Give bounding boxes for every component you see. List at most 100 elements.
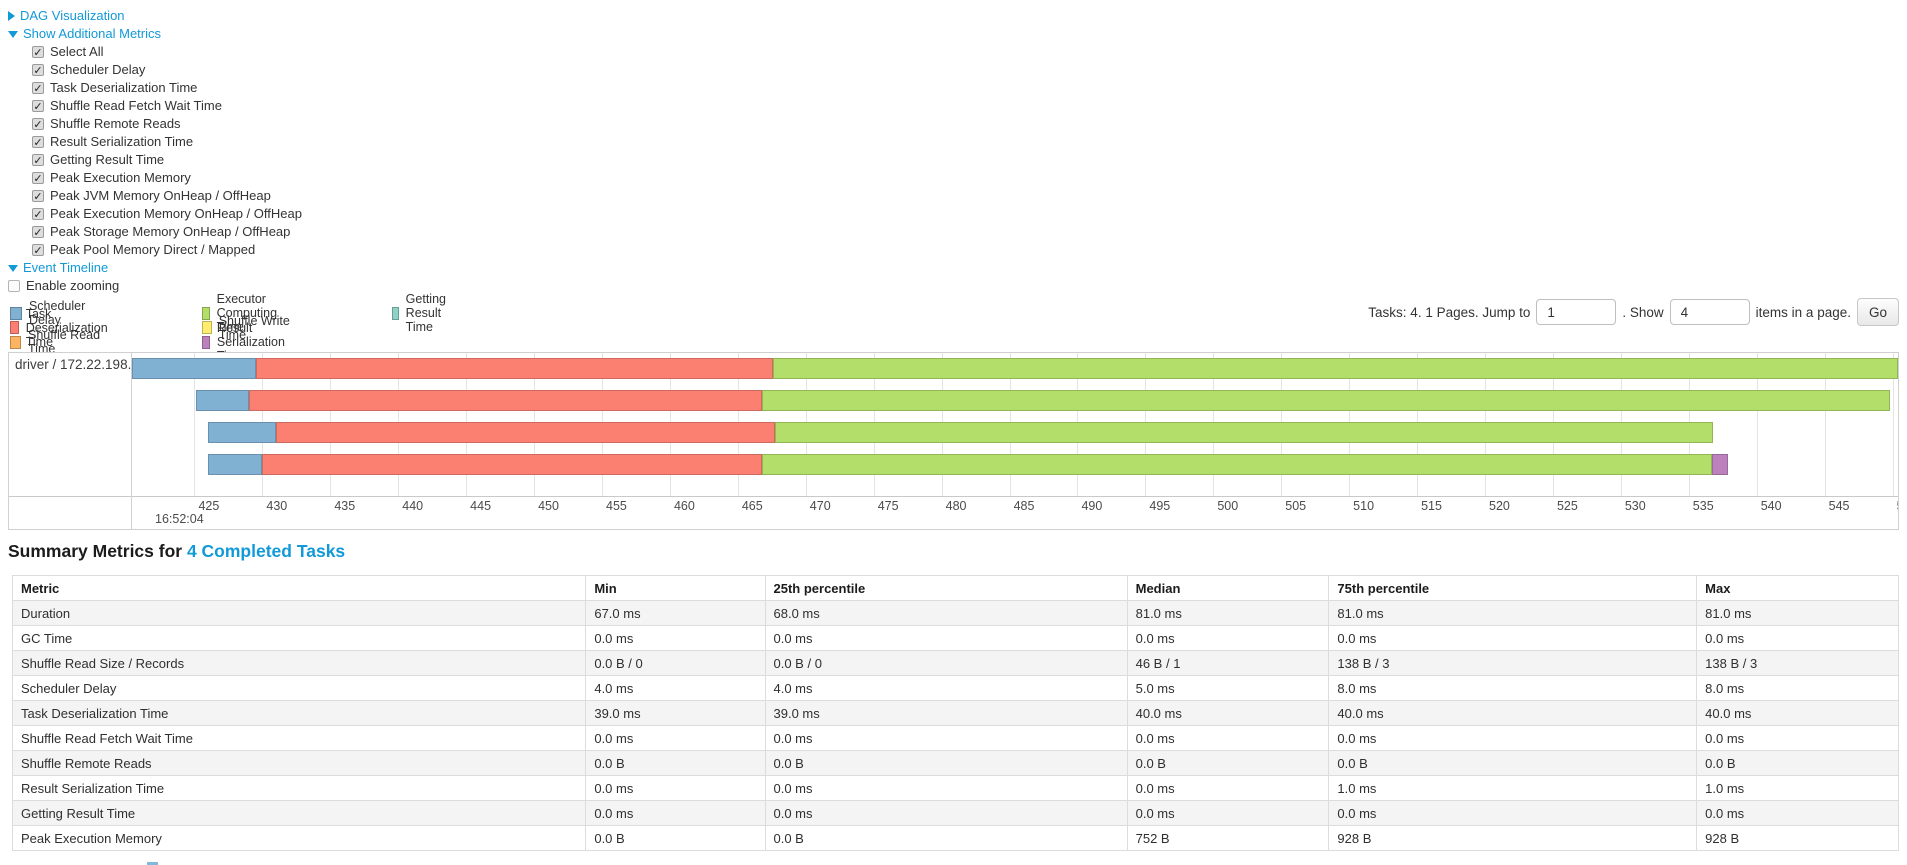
legend-column: Scheduler Delay Task Deserialization Time… <box>10 299 112 356</box>
task-bar-deserialization-segment[interactable] <box>255 358 774 379</box>
metric-checkbox-checked[interactable]: ✓ <box>32 118 44 131</box>
metric-value-cell: 68.0 ms <box>764 600 1128 626</box>
axis-tick-label: 500 <box>1217 499 1239 513</box>
enable-zooming-checkbox[interactable] <box>8 280 20 292</box>
event-timeline-toggle[interactable]: Event Timeline <box>8 259 302 277</box>
metric-checkbox-row: ✓ Result Serialization Time <box>32 133 302 151</box>
axis-tick-label: 435 <box>334 499 356 513</box>
summary-metrics-title: Summary Metrics for 4 Completed Tasks <box>8 541 345 562</box>
metric-value-cell: 0.0 ms <box>585 775 766 801</box>
metric-checkbox-checked[interactable]: ✓ <box>32 154 44 167</box>
axis-gridline <box>1756 353 1758 496</box>
axis-tick-label: 425 <box>198 499 220 513</box>
metric-checkbox-checked[interactable]: ✓ <box>32 64 44 77</box>
metric-checkbox-row: ✓ Select All <box>32 43 302 61</box>
metric-checkbox-label: Scheduler Delay <box>50 62 146 77</box>
metric-name-cell: Task Deserialization Time <box>11 700 587 726</box>
metric-value-cell: 0.0 ms <box>1696 800 1899 826</box>
metric-value-cell: 0.0 ms <box>1696 625 1899 651</box>
time-axis-line <box>9 496 1898 497</box>
go-button[interactable]: Go <box>1856 298 1899 326</box>
axis-tick-label: 530 <box>1624 499 1646 513</box>
metric-value-cell: 39.0 ms <box>585 700 766 726</box>
axis-tick-label: 495 <box>1149 499 1171 513</box>
table-row: Peak Execution Memory 0.0 B 0.0 B 752 B 928 … <box>11 825 1899 851</box>
legend-item: Result Serialization Time <box>202 321 290 363</box>
enable-zooming-row: Enable zooming <box>8 277 302 295</box>
metric-checkbox-checked[interactable]: ✓ <box>32 82 44 95</box>
metric-value-cell: 40.0 ms <box>1126 700 1330 726</box>
task-bar-scheduler-segment[interactable] <box>208 454 263 475</box>
metric-checkbox-checked[interactable]: ✓ <box>32 226 44 239</box>
legend-item: Executor Computing Time <box>202 292 290 334</box>
metric-checkbox-label: Peak JVM Memory OnHeap / OffHeap <box>50 188 271 203</box>
axis-tick-label: 480 <box>945 499 967 513</box>
task-bar-scheduler-segment[interactable] <box>132 358 256 379</box>
metric-name-cell: Getting Result Time <box>11 800 587 826</box>
task-bar-compute-segment[interactable] <box>774 422 1714 443</box>
collapsed-arrow-icon <box>8 11 15 21</box>
task-bar-deserialization-segment[interactable] <box>275 422 775 443</box>
axis-tick-label: 535 <box>1692 499 1714 513</box>
time-axis-major-label: 16:52:04 <box>155 512 204 526</box>
metric-checkbox-checked[interactable]: ✓ <box>32 46 44 59</box>
table-header-cell: Metric <box>11 575 587 601</box>
metric-value-cell: 0.0 ms <box>1126 800 1330 826</box>
stage-controls: DAG Visualization Show Additional Metric… <box>8 7 302 295</box>
executor-row-label: driver / 172.22.198.104 <box>15 357 131 372</box>
metric-value-cell: 4.0 ms <box>764 675 1128 701</box>
task-bar-deserialization-segment[interactable] <box>248 390 763 411</box>
metric-checkbox-checked[interactable]: ✓ <box>32 100 44 113</box>
show-additional-metrics-toggle[interactable]: Show Additional Metrics <box>8 25 302 43</box>
task-bar-scheduler-segment[interactable] <box>195 390 249 411</box>
legend-swatch-icon <box>202 306 210 320</box>
metric-checkbox-checked[interactable]: ✓ <box>32 172 44 185</box>
table-row: Getting Result Time 0.0 ms 0.0 ms 0.0 ms 0.0… <box>11 800 1899 826</box>
axis-tick-label: 520 <box>1489 499 1510 513</box>
metric-value-cell: 0.0 ms <box>1328 625 1698 651</box>
table-header-row: Metric Min 25th percentile Median 75th perce… <box>11 575 1899 601</box>
metric-value-cell: 0.0 B / 0 <box>585 650 766 676</box>
axis-tick-label: 540 <box>1760 499 1782 513</box>
event-timeline-label: Event Timeline <box>23 260 109 275</box>
metric-value-cell: 0.0 ms <box>1126 725 1330 751</box>
table-row: Task Deserialization Time 39.0 ms 39.0 ms 4… <box>11 700 1899 726</box>
metric-checkbox-label: Peak Storage Memory OnHeap / OffHeap <box>50 224 291 239</box>
metric-value-cell: 0.0 B <box>585 825 766 851</box>
task-bar-deserialization-segment[interactable] <box>262 454 763 475</box>
metric-checkbox-label: Shuffle Read Fetch Wait Time <box>50 98 222 113</box>
metric-checkbox-row: ✓ Peak JVM Memory OnHeap / OffHeap <box>32 187 302 205</box>
metric-value-cell: 138 B / 3 <box>1696 650 1899 676</box>
expanded-arrow-icon <box>8 30 18 38</box>
summary-title-prefix: Summary Metrics for <box>8 541 187 561</box>
metric-value-cell: 0.0 ms <box>764 775 1128 801</box>
dag-visualization-label: DAG Visualization <box>20 8 125 23</box>
jump-to-page-input[interactable] <box>1536 299 1617 325</box>
show-additional-metrics-label: Show Additional Metrics <box>23 26 162 41</box>
legend-column: Getting Result Time <box>392 292 452 334</box>
task-bar-serialization-segment[interactable] <box>1711 454 1729 475</box>
metric-checkbox-checked[interactable]: ✓ <box>32 136 44 149</box>
legend-swatch-icon <box>10 306 22 320</box>
metric-value-cell: 0.0 ms <box>1328 800 1698 826</box>
metric-checkbox-checked[interactable]: ✓ <box>32 208 44 221</box>
metric-checkbox-checked[interactable]: ✓ <box>32 190 44 203</box>
table-row: GC Time 0.0 ms 0.0 ms 0.0 ms 0.0 ms 0.0 ms <box>11 625 1899 651</box>
task-bar-compute-segment[interactable] <box>762 390 1890 411</box>
axis-tick-label: 430 <box>266 499 288 513</box>
metric-value-cell: 0.0 B <box>764 750 1128 776</box>
metric-checkbox-label: Peak Pool Memory Direct / Mapped <box>50 242 256 257</box>
completed-tasks-link[interactable]: 4 Completed Tasks <box>186 541 346 561</box>
metric-checkbox-label: Task Deserialization Time <box>50 80 198 95</box>
items-per-page-input[interactable] <box>1669 299 1750 325</box>
task-bar-scheduler-segment[interactable] <box>208 422 276 443</box>
legend-swatch-icon <box>202 321 212 335</box>
axis-tick-label: 440 <box>402 499 424 513</box>
legend-swatch-icon <box>10 321 19 335</box>
axis-tick-label: 445 <box>470 499 492 513</box>
task-bar-compute-segment[interactable] <box>762 454 1712 475</box>
dag-visualization-toggle[interactable]: DAG Visualization <box>8 7 302 25</box>
task-bar-compute-segment[interactable] <box>773 358 1898 379</box>
metric-checkbox-checked[interactable]: ✓ <box>32 244 44 257</box>
axis-tick-label: 545 <box>1828 499 1850 513</box>
